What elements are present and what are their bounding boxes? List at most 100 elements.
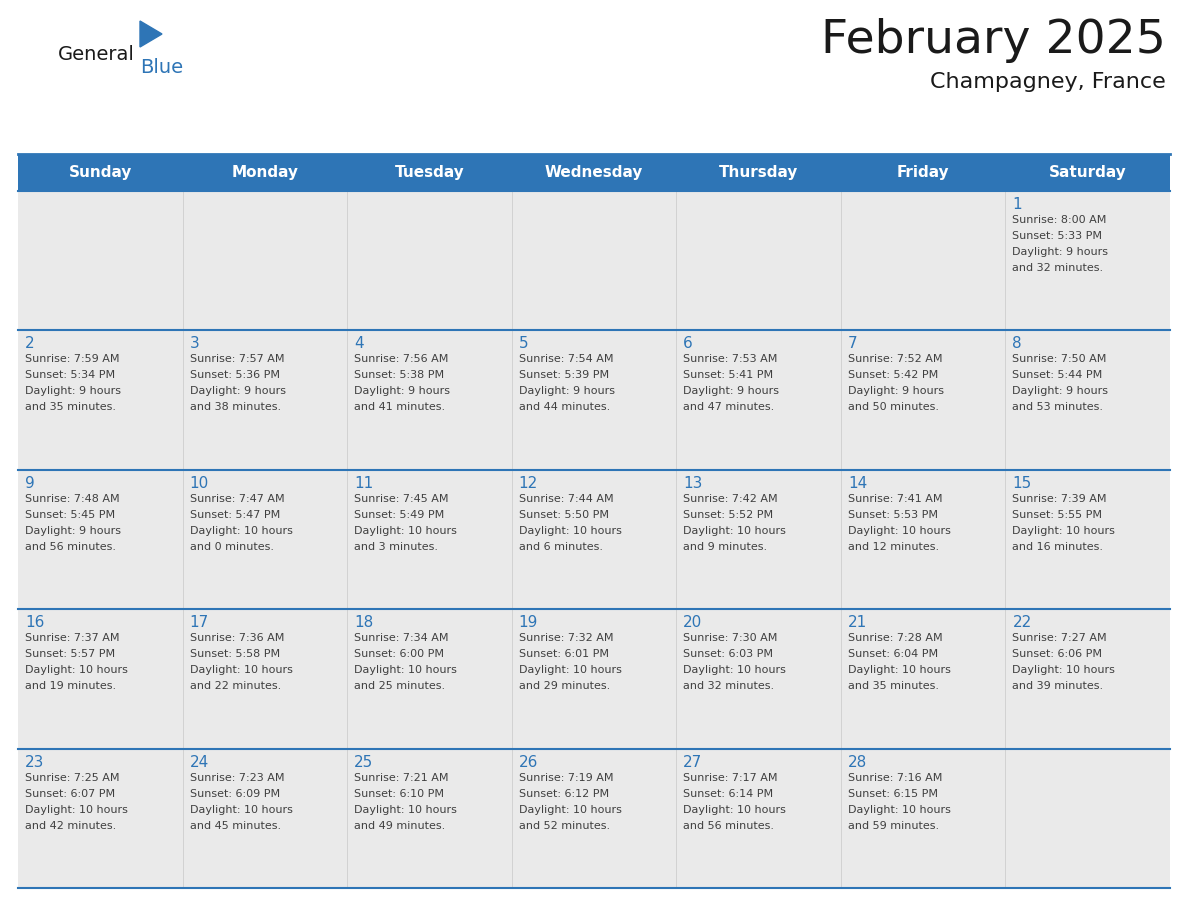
Text: and 25 minutes.: and 25 minutes. <box>354 681 446 691</box>
Text: Monday: Monday <box>232 165 298 181</box>
Text: 12: 12 <box>519 476 538 491</box>
Text: and 12 minutes.: and 12 minutes. <box>848 542 939 552</box>
Text: and 3 minutes.: and 3 minutes. <box>354 542 438 552</box>
Bar <box>18 330 1170 470</box>
Text: Sunrise: 7:19 AM: Sunrise: 7:19 AM <box>519 773 613 783</box>
Text: Daylight: 9 hours: Daylight: 9 hours <box>519 386 614 397</box>
Text: Wednesday: Wednesday <box>545 165 643 181</box>
Bar <box>18 191 1170 330</box>
Text: Sunrise: 7:56 AM: Sunrise: 7:56 AM <box>354 354 449 364</box>
Text: and 6 minutes.: and 6 minutes. <box>519 542 602 552</box>
Text: Sunset: 6:04 PM: Sunset: 6:04 PM <box>848 649 939 659</box>
Text: Daylight: 9 hours: Daylight: 9 hours <box>25 386 121 397</box>
Text: Sunset: 6:00 PM: Sunset: 6:00 PM <box>354 649 444 659</box>
Text: Saturday: Saturday <box>1049 165 1126 181</box>
Text: Sunset: 6:01 PM: Sunset: 6:01 PM <box>519 649 608 659</box>
Text: and 59 minutes.: and 59 minutes. <box>848 821 939 831</box>
Text: 22: 22 <box>1012 615 1031 630</box>
Text: Daylight: 10 hours: Daylight: 10 hours <box>683 666 786 676</box>
Text: Sunrise: 7:41 AM: Sunrise: 7:41 AM <box>848 494 942 504</box>
Text: 19: 19 <box>519 615 538 630</box>
Text: Friday: Friday <box>897 165 949 181</box>
Text: Daylight: 10 hours: Daylight: 10 hours <box>354 526 457 536</box>
Text: 13: 13 <box>683 476 702 491</box>
Text: and 29 minutes.: and 29 minutes. <box>519 681 609 691</box>
Text: 14: 14 <box>848 476 867 491</box>
Text: Daylight: 9 hours: Daylight: 9 hours <box>25 526 121 536</box>
Text: Tuesday: Tuesday <box>394 165 465 181</box>
Text: and 35 minutes.: and 35 minutes. <box>848 681 939 691</box>
Text: Sunset: 5:57 PM: Sunset: 5:57 PM <box>25 649 115 659</box>
Text: Sunrise: 7:25 AM: Sunrise: 7:25 AM <box>25 773 120 783</box>
Text: Daylight: 10 hours: Daylight: 10 hours <box>25 666 128 676</box>
Text: Sunset: 5:50 PM: Sunset: 5:50 PM <box>519 509 608 520</box>
Text: 5: 5 <box>519 336 529 352</box>
Text: Sunset: 5:39 PM: Sunset: 5:39 PM <box>519 370 608 380</box>
Text: 28: 28 <box>848 755 867 769</box>
Text: Sunrise: 7:37 AM: Sunrise: 7:37 AM <box>25 633 120 644</box>
Text: Daylight: 10 hours: Daylight: 10 hours <box>354 666 457 676</box>
Text: 25: 25 <box>354 755 373 769</box>
Text: and 56 minutes.: and 56 minutes. <box>683 821 775 831</box>
Text: Sunset: 5:38 PM: Sunset: 5:38 PM <box>354 370 444 380</box>
Text: Daylight: 10 hours: Daylight: 10 hours <box>848 804 950 814</box>
Text: February 2025: February 2025 <box>821 18 1165 63</box>
Text: and 19 minutes.: and 19 minutes. <box>25 681 116 691</box>
Text: 16: 16 <box>25 615 44 630</box>
Text: 9: 9 <box>25 476 34 491</box>
Text: Sunrise: 7:16 AM: Sunrise: 7:16 AM <box>848 773 942 783</box>
Text: Daylight: 10 hours: Daylight: 10 hours <box>190 804 292 814</box>
Polygon shape <box>140 21 162 47</box>
Text: Sunset: 5:45 PM: Sunset: 5:45 PM <box>25 509 115 520</box>
Text: and 41 minutes.: and 41 minutes. <box>354 402 446 412</box>
Text: Sunrise: 7:32 AM: Sunrise: 7:32 AM <box>519 633 613 644</box>
Text: Sunrise: 7:45 AM: Sunrise: 7:45 AM <box>354 494 449 504</box>
Text: and 39 minutes.: and 39 minutes. <box>1012 681 1104 691</box>
Text: Champagney, France: Champagney, France <box>930 72 1165 92</box>
Text: Sunrise: 7:21 AM: Sunrise: 7:21 AM <box>354 773 449 783</box>
Text: Daylight: 10 hours: Daylight: 10 hours <box>1012 526 1116 536</box>
Text: and 38 minutes.: and 38 minutes. <box>190 402 280 412</box>
Text: and 42 minutes.: and 42 minutes. <box>25 821 116 831</box>
Text: Sunset: 5:34 PM: Sunset: 5:34 PM <box>25 370 115 380</box>
Text: Sunset: 5:42 PM: Sunset: 5:42 PM <box>848 370 939 380</box>
Text: Sunrise: 7:57 AM: Sunrise: 7:57 AM <box>190 354 284 364</box>
Text: 15: 15 <box>1012 476 1031 491</box>
Text: 20: 20 <box>683 615 702 630</box>
Text: Daylight: 10 hours: Daylight: 10 hours <box>519 804 621 814</box>
Text: Sunset: 6:10 PM: Sunset: 6:10 PM <box>354 789 444 799</box>
Text: and 50 minutes.: and 50 minutes. <box>848 402 939 412</box>
Text: Sunrise: 7:54 AM: Sunrise: 7:54 AM <box>519 354 613 364</box>
Text: Sunrise: 7:39 AM: Sunrise: 7:39 AM <box>1012 494 1107 504</box>
Text: Daylight: 10 hours: Daylight: 10 hours <box>519 526 621 536</box>
Text: Sunrise: 7:59 AM: Sunrise: 7:59 AM <box>25 354 120 364</box>
Text: and 45 minutes.: and 45 minutes. <box>190 821 280 831</box>
Text: Sunrise: 7:53 AM: Sunrise: 7:53 AM <box>683 354 778 364</box>
Text: Sunrise: 7:47 AM: Sunrise: 7:47 AM <box>190 494 284 504</box>
Text: Daylight: 10 hours: Daylight: 10 hours <box>190 666 292 676</box>
Text: Sunset: 6:15 PM: Sunset: 6:15 PM <box>848 789 937 799</box>
Text: 6: 6 <box>683 336 693 352</box>
Text: General: General <box>58 45 135 64</box>
Text: and 52 minutes.: and 52 minutes. <box>519 821 609 831</box>
Text: Sunrise: 7:34 AM: Sunrise: 7:34 AM <box>354 633 449 644</box>
Text: and 16 minutes.: and 16 minutes. <box>1012 542 1104 552</box>
Text: Daylight: 10 hours: Daylight: 10 hours <box>25 804 128 814</box>
Text: Sunset: 6:14 PM: Sunset: 6:14 PM <box>683 789 773 799</box>
Text: 3: 3 <box>190 336 200 352</box>
Text: Sunset: 5:44 PM: Sunset: 5:44 PM <box>1012 370 1102 380</box>
Text: and 47 minutes.: and 47 minutes. <box>683 402 775 412</box>
Text: Daylight: 10 hours: Daylight: 10 hours <box>683 804 786 814</box>
Text: Sunrise: 7:28 AM: Sunrise: 7:28 AM <box>848 633 942 644</box>
Text: Sunrise: 7:42 AM: Sunrise: 7:42 AM <box>683 494 778 504</box>
Text: 4: 4 <box>354 336 364 352</box>
Bar <box>18 610 1170 748</box>
Text: and 44 minutes.: and 44 minutes. <box>519 402 609 412</box>
Text: Daylight: 10 hours: Daylight: 10 hours <box>190 526 292 536</box>
Text: Sunrise: 8:00 AM: Sunrise: 8:00 AM <box>1012 215 1107 225</box>
Text: Sunset: 6:12 PM: Sunset: 6:12 PM <box>519 789 608 799</box>
Text: 27: 27 <box>683 755 702 769</box>
Text: 10: 10 <box>190 476 209 491</box>
Text: Sunset: 5:49 PM: Sunset: 5:49 PM <box>354 509 444 520</box>
Text: Daylight: 10 hours: Daylight: 10 hours <box>354 804 457 814</box>
